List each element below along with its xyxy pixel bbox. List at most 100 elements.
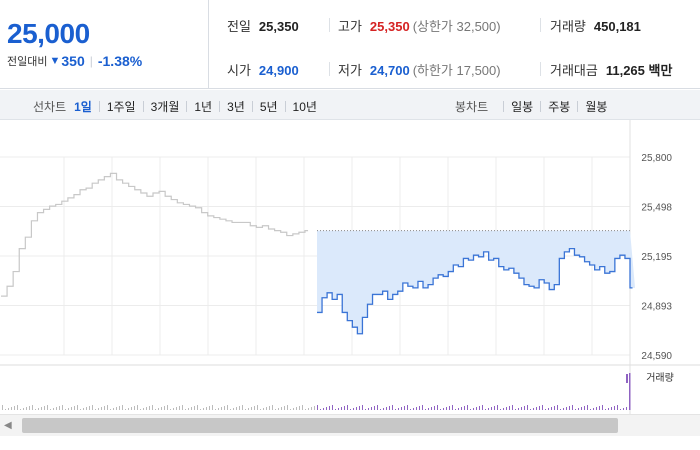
volume-bar xyxy=(41,407,42,410)
volume-bar xyxy=(425,409,426,410)
stat-prev-close: 전일 25,350 xyxy=(227,19,299,34)
volume-bar xyxy=(14,406,15,410)
volume-bar xyxy=(470,409,471,410)
volume-bar xyxy=(479,406,480,410)
volume-bar xyxy=(338,408,339,410)
volume-bar xyxy=(134,406,135,410)
volume-bar xyxy=(311,407,312,410)
volume-bar xyxy=(542,405,543,410)
volume-bar xyxy=(8,408,9,410)
volume-bar xyxy=(131,407,132,410)
volume-bar xyxy=(347,405,348,410)
volume-bar xyxy=(503,408,504,410)
volume-bar xyxy=(407,405,408,410)
divider xyxy=(251,101,253,112)
volume-bar xyxy=(593,408,594,410)
volume-bar xyxy=(53,408,54,410)
volume-bar xyxy=(410,409,411,410)
divider xyxy=(142,101,144,112)
candle-monthly[interactable]: 월봉 xyxy=(585,100,608,114)
volume-bar xyxy=(251,407,252,410)
volume-bar xyxy=(26,407,27,410)
volume-bar xyxy=(95,409,96,410)
volume-bar xyxy=(389,406,390,410)
volume-bar xyxy=(332,405,333,410)
volume-bar xyxy=(539,406,540,410)
volume-bar xyxy=(35,409,36,410)
volume-bar xyxy=(11,407,12,410)
volume-bar xyxy=(149,406,150,410)
volume-bar xyxy=(500,409,501,410)
period-1y[interactable]: 1년 xyxy=(194,100,213,114)
chart-lines xyxy=(1,172,633,335)
volume-bar xyxy=(536,407,537,410)
volume-bar xyxy=(485,409,486,410)
volume-bar xyxy=(551,407,552,410)
candle-daily[interactable]: 일봉 xyxy=(511,100,534,114)
volume-bar xyxy=(449,406,450,410)
volume-bar xyxy=(317,405,318,410)
volume-bar xyxy=(122,405,123,410)
volume-bar xyxy=(212,405,213,410)
period-3m[interactable]: 3개월 xyxy=(150,100,180,114)
volume-bar xyxy=(128,408,129,410)
volume-bar xyxy=(458,408,459,410)
volume-bar xyxy=(497,405,498,410)
volume-bar xyxy=(83,408,84,410)
volume-bar xyxy=(272,405,273,410)
volume-bar xyxy=(608,408,609,410)
volume-bar xyxy=(38,408,39,410)
divider xyxy=(284,101,286,112)
stock-summary: 25,000 전일대비 ▼ 350 | -1.38% 전일 25,350 고가 25… xyxy=(0,0,700,89)
period-1d[interactable]: 1일 xyxy=(74,100,92,114)
period-3y[interactable]: 3년 xyxy=(227,100,245,114)
period-10y[interactable]: 10년 xyxy=(292,100,317,114)
volume-bar xyxy=(218,408,219,410)
scroll-left-icon[interactable]: ◀ xyxy=(4,420,12,431)
volume-bar xyxy=(368,408,369,410)
volume-bar xyxy=(620,409,621,410)
volume-bar xyxy=(152,405,153,410)
scroll-thumb[interactable] xyxy=(22,418,618,433)
volume-bar xyxy=(89,406,90,410)
volume-bar xyxy=(440,409,441,410)
volume-bar xyxy=(62,405,63,410)
volume-bar xyxy=(161,407,162,410)
volume-bar xyxy=(17,405,18,410)
volume-bar xyxy=(413,408,414,410)
volume-bar xyxy=(596,407,597,410)
volume-bar xyxy=(137,405,138,410)
volume-bar xyxy=(86,407,87,410)
divider: | xyxy=(89,54,93,68)
volume-bar xyxy=(365,409,366,410)
line-chart-periods: 선차트 1일 1주일 3개월 1년 3년 5년 10년 xyxy=(33,98,317,115)
volume-bar xyxy=(20,409,21,410)
candle-weekly[interactable]: 주봉 xyxy=(548,100,571,114)
volume-bar xyxy=(146,407,147,410)
volume-bar xyxy=(476,407,477,410)
volume-bar xyxy=(509,406,510,410)
volume-bar xyxy=(350,409,351,410)
stat-high: 고가 25,350 (상한가 32,500) xyxy=(338,19,501,34)
horizontal-scrollbar[interactable]: ◀ xyxy=(0,414,700,436)
y-axis-labels: 25,800 25,498 25,195 24,893 24,590 xyxy=(641,153,672,362)
volume-bar xyxy=(323,408,324,410)
period-5y[interactable]: 5년 xyxy=(259,100,278,114)
volume-bar xyxy=(623,408,624,410)
divider xyxy=(329,18,330,32)
volume-bar xyxy=(530,409,531,410)
volume-bar xyxy=(356,407,357,410)
today-price-line xyxy=(317,247,633,335)
volume-bar xyxy=(29,406,30,410)
volume-bar xyxy=(560,409,561,410)
today-area-fill xyxy=(317,230,636,334)
volume-bar xyxy=(239,406,240,410)
volume-bar xyxy=(329,406,330,410)
volume-bar xyxy=(464,406,465,410)
volume-bar xyxy=(380,409,381,410)
volume-bar xyxy=(23,408,24,410)
period-1w[interactable]: 1주일 xyxy=(106,100,136,114)
volume-bar xyxy=(617,405,618,410)
volume-bar xyxy=(227,405,228,410)
volume-bar xyxy=(383,408,384,410)
